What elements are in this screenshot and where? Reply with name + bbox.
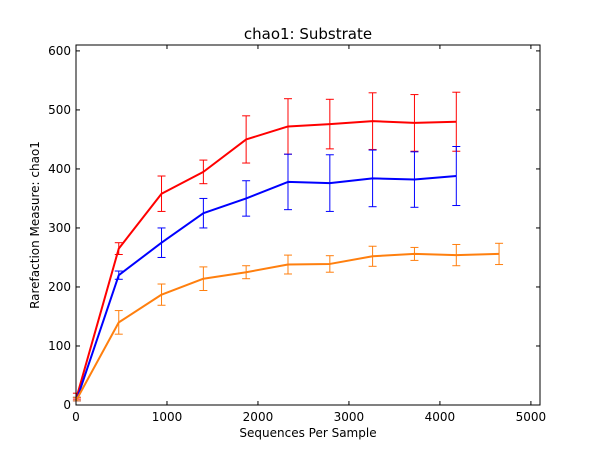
series-layer (72, 91, 504, 402)
x-axis-label: Sequences Per Sample (239, 426, 376, 440)
series-line (75, 175, 457, 400)
x-tick-label: 0 (72, 410, 80, 424)
x-tick-label: 2000 (243, 410, 274, 424)
y-tick-label: 400 (48, 162, 71, 176)
y-tick-label: 500 (48, 103, 71, 117)
y-tick-label: 200 (48, 280, 71, 294)
series-2 (72, 242, 504, 402)
x-tick-label: 5000 (516, 410, 547, 424)
x-tick-label: 3000 (334, 410, 365, 424)
y-tick-label: 600 (48, 44, 71, 58)
y-tick-label: 100 (48, 339, 71, 353)
x-tick-label: 4000 (425, 410, 456, 424)
plot-frame (75, 44, 541, 406)
y-tick-label: 300 (48, 221, 71, 235)
series-0 (72, 91, 461, 400)
series-line (75, 120, 457, 397)
x-tick-label: 1000 (152, 410, 183, 424)
chart-title: chao1: Substrate (244, 25, 372, 43)
series-line (76, 252, 500, 400)
series-1 (72, 146, 461, 402)
y-axis-label: Rarefaction Measure: chao1 (28, 141, 42, 309)
ticks-layer: 0 1000 2000 3000 4000 5000 0 100 200 300 400 500 600 (48, 44, 546, 424)
y-tick-label: 0 (63, 398, 71, 412)
